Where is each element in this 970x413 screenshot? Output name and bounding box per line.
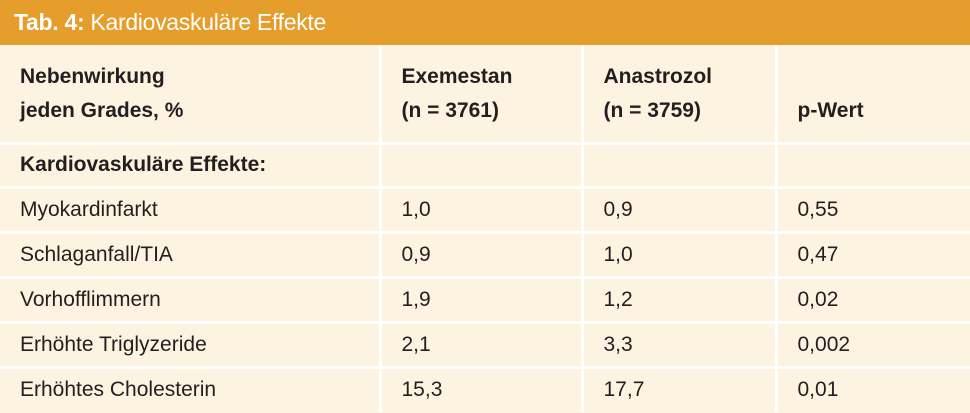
header-row: Nebenwirkung jeden Grades, % Exemestan (n =…	[0, 45, 970, 143]
header-line: Nebenwirkung	[20, 64, 165, 88]
empty-cell	[582, 141, 778, 187]
table-cell: 1,2	[582, 275, 778, 322]
table-cell: Erhöhtes Cholesterin	[0, 365, 382, 412]
header-line: Anastrozol	[603, 64, 713, 88]
header-line: (n = 3759)	[603, 98, 701, 122]
empty-cell	[380, 141, 584, 187]
table-cell: Vorhofflimmern	[0, 275, 382, 322]
table-cell: 15,3	[380, 365, 584, 412]
table-cell: Myokardinfarkt	[0, 185, 382, 232]
header-line: jeden Grades, %	[20, 98, 184, 122]
table-row: Vorhofflimmern 1,9 1,2 0,02	[0, 275, 970, 322]
table-title: Kardiovaskuläre Effekte	[90, 9, 327, 35]
header-line: Exemestan	[401, 64, 513, 88]
header-line: (n = 3761)	[401, 98, 499, 122]
table-body: Nebenwirkung jeden Grades, % Exemestan (n =…	[0, 45, 970, 412]
header-line: p-Wert	[797, 98, 864, 122]
table: Nebenwirkung jeden Grades, % Exemestan (n =…	[0, 45, 970, 412]
table-cell: 0,55	[776, 185, 970, 232]
table-cell: 0,47	[776, 230, 970, 277]
table-cell: 17,7	[582, 365, 778, 412]
table-label: Tab. 4:	[14, 9, 85, 35]
table-cell: 0,002	[776, 320, 970, 367]
table-row: Erhöhte Triglyzeride 2,1 3,3 0,002	[0, 320, 970, 367]
header-cell: Anastrozol (n = 3759)	[582, 45, 778, 143]
table-cell: 0,9	[582, 185, 778, 232]
table-cell: 2,1	[380, 320, 584, 367]
header-cell: Nebenwirkung jeden Grades, %	[0, 45, 382, 143]
table-cell: 1,9	[380, 275, 584, 322]
table-row: Schlaganfall/TIA 0,9 1,0 0,47	[0, 230, 970, 277]
header-cell: p-Wert	[776, 45, 970, 143]
table-cell: 0,02	[776, 275, 970, 322]
table-cell: 3,3	[582, 320, 778, 367]
table-cell: 1,0	[582, 230, 778, 277]
section-cell: Kardiovaskuläre Effekte:	[0, 141, 382, 187]
table-cell: 0,01	[776, 365, 970, 412]
table-cell: Schlaganfall/TIA	[0, 230, 382, 277]
empty-cell	[776, 141, 970, 187]
table-cell: 1,0	[380, 185, 584, 232]
section-row: Kardiovaskuläre Effekte:	[0, 141, 970, 187]
table-row: Myokardinfarkt 1,0 0,9 0,55	[0, 185, 970, 232]
header-cell: Exemestan (n = 3761)	[380, 45, 584, 143]
table-cell: Erhöhte Triglyzeride	[0, 320, 382, 367]
table-row: Erhöhtes Cholesterin 15,3 17,7 0,01	[0, 365, 970, 412]
title-bar: Tab. 4: Kardiovaskuläre Effekte	[0, 0, 970, 45]
table-cell: 0,9	[380, 230, 584, 277]
